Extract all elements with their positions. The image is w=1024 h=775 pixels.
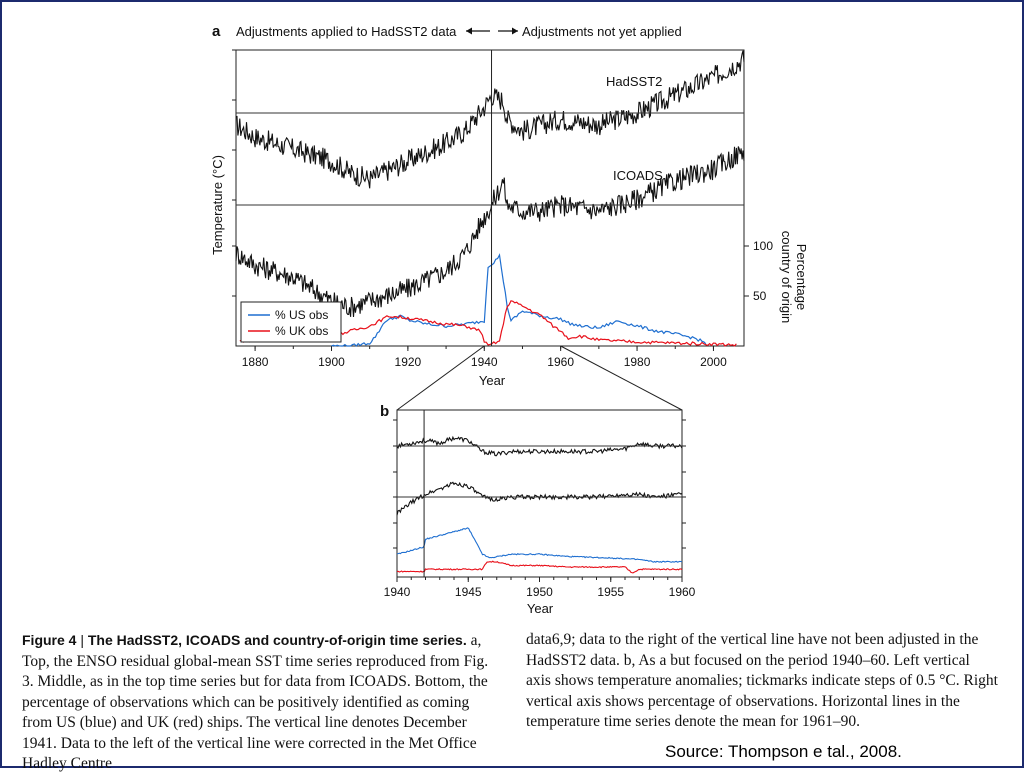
panel-a-chart: a Adjustments applied to HadSST2 data Ad… <box>210 23 809 388</box>
panel-b-series-icoads <box>396 481 683 516</box>
panel-a-xlabel: Year <box>479 373 506 388</box>
arrow-left-head <box>466 27 472 35</box>
caption-figure-label: Figure 4 <box>22 632 77 648</box>
panel-b-series <box>396 435 683 574</box>
panel-b-series--uk-obs <box>396 560 683 574</box>
panel-b-x-axis: 1940 1945 1950 1955 1960 <box>384 577 696 599</box>
panel-a-ylabel-right-1: Percentage <box>794 244 809 311</box>
arrow-right-head <box>512 27 518 35</box>
panel-b-letter: b <box>380 403 389 420</box>
legend-uk-label: % UK obs <box>275 324 328 338</box>
series-icoads <box>235 146 745 317</box>
panel-b-x-tick-label: 1940 <box>384 585 411 599</box>
legend-box <box>240 301 342 343</box>
panel-a-header-right: Adjustments not yet applied <box>522 24 682 39</box>
legend-us-label: % US obs <box>275 308 328 322</box>
panel-a-x-tick-label: 1900 <box>318 355 345 369</box>
panel-a-right-tick-label: 100 <box>753 239 773 253</box>
panel-a-ylabel-right-2: country of origin <box>779 231 794 324</box>
caption-text-left: a, Top, the ENSO residual global-mean SS… <box>22 632 489 772</box>
series-label-hadsst2: HadSST2 <box>606 74 662 89</box>
panel-b-xlabel: Year <box>527 601 554 616</box>
panel-a-right-tick-label: 50 <box>753 289 767 303</box>
caption-text-right: data6,9; data to the right of the vertic… <box>526 631 998 730</box>
series-hadsst2 <box>235 50 745 189</box>
panel-b-right-axis <box>682 419 686 549</box>
caption-right: data6,9; data to the right of the vertic… <box>526 630 998 733</box>
panel-a-ylabel: Temperature (°C) <box>210 155 225 255</box>
panel-a-x-tick-label: 1880 <box>242 355 269 369</box>
caption-title: The HadSST2, ICOADS and country-of-origi… <box>87 632 467 648</box>
panel-a-x-tick-label: 2000 <box>700 355 727 369</box>
panel-b-series--us-obs <box>396 527 683 563</box>
panel-b-x-tick-label: 1960 <box>669 585 696 599</box>
panel-b-x-tick-label: 1945 <box>455 585 482 599</box>
panel-a-right-axis: 50 100 <box>744 239 773 303</box>
panel-b-left-axis <box>393 419 397 549</box>
series-label-icoads: ICOADS <box>613 168 663 183</box>
legend: % US obs % UK obs <box>240 301 342 343</box>
panel-a-letter: a <box>212 23 221 40</box>
source-citation: Source: Thompson e tal., 2008. <box>665 742 902 761</box>
caption-separator: | <box>80 632 88 648</box>
panel-b-x-tick-label: 1955 <box>597 585 624 599</box>
panel-a-left-axis <box>232 49 236 297</box>
panel-a-plot-frame <box>235 49 745 347</box>
panel-b-chart: b 1940 1945 1950 1955 1960 Year <box>380 403 696 616</box>
panel-b-x-tick-label: 1950 <box>526 585 553 599</box>
caption-left: Figure 4 | The HadSST2, ICOADS and count… <box>22 630 500 775</box>
series--us-obs <box>331 253 707 347</box>
panel-a-header-left: Adjustments applied to HadSST2 data <box>236 24 457 39</box>
